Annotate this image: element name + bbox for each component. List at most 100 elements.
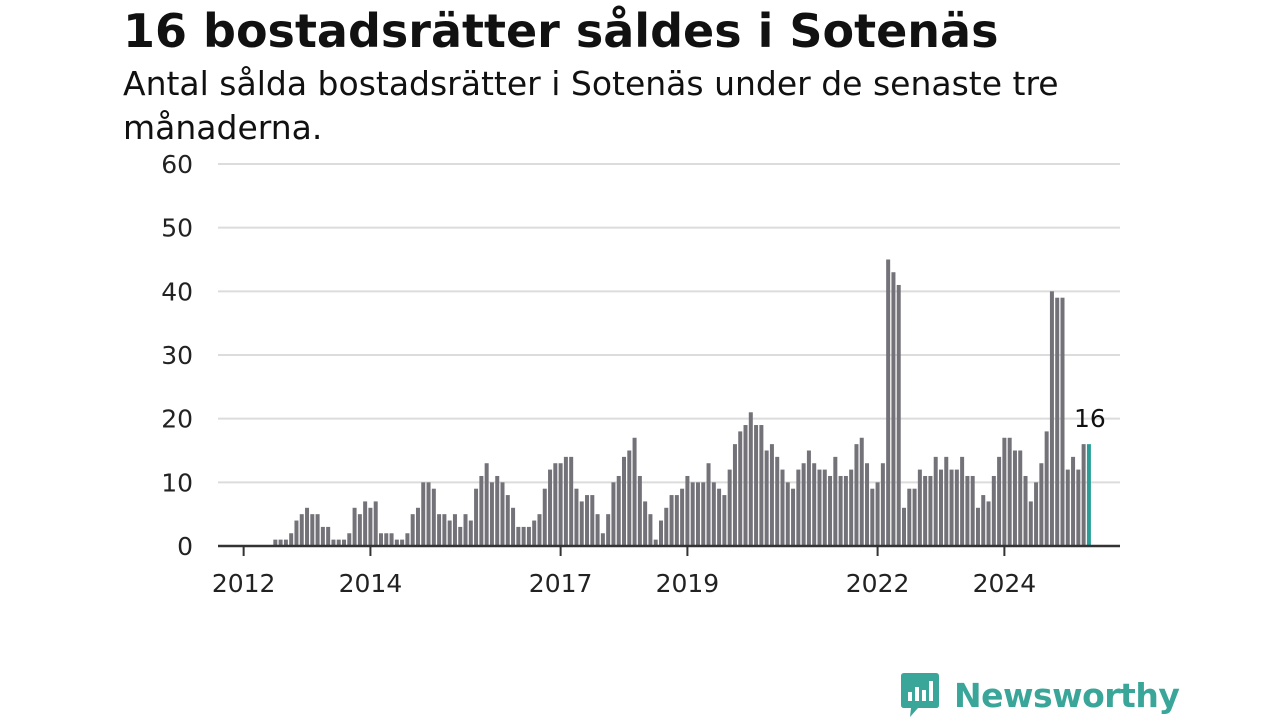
bar	[331, 539, 336, 546]
bar	[579, 501, 584, 546]
bar	[368, 507, 373, 546]
newsworthy-logo: Newsworthy	[900, 670, 1180, 720]
bar	[754, 425, 759, 546]
bar	[574, 488, 579, 546]
bar	[1044, 431, 1049, 546]
bar	[489, 482, 494, 546]
bar	[1060, 297, 1065, 546]
bar	[479, 475, 484, 546]
x-axis	[218, 544, 1120, 556]
bar	[415, 507, 420, 546]
bar	[812, 463, 817, 546]
gridlines	[218, 163, 1120, 484]
bar	[526, 526, 531, 546]
bar	[806, 450, 811, 546]
bar	[1071, 456, 1076, 546]
x-tick-label: 2012	[212, 569, 276, 598]
y-tick-label: 50	[161, 214, 193, 243]
bar	[320, 526, 325, 546]
x-tick-label: 2024	[973, 569, 1037, 598]
bar	[400, 539, 405, 546]
bar	[838, 475, 843, 546]
bar	[437, 514, 442, 546]
bar	[859, 437, 864, 546]
x-tick-label: 2019	[656, 569, 720, 598]
y-tick-label: 0	[177, 532, 193, 561]
bar	[627, 450, 632, 546]
bar	[305, 507, 310, 546]
bar	[965, 475, 970, 546]
bar	[516, 526, 521, 546]
y-tick-label: 60	[161, 150, 193, 179]
bar	[1028, 501, 1033, 546]
bar	[1049, 291, 1054, 546]
bar	[997, 456, 1002, 546]
bar	[880, 463, 885, 546]
bar	[970, 475, 975, 546]
y-tick-label: 20	[161, 405, 193, 434]
bar	[447, 520, 452, 546]
x-tick-label: 2014	[339, 569, 403, 598]
bar	[775, 456, 780, 546]
bar	[738, 431, 743, 546]
bar	[590, 495, 595, 546]
bar	[474, 488, 479, 546]
bar	[643, 501, 648, 546]
bar	[648, 514, 653, 546]
bar	[410, 514, 415, 546]
bar	[785, 482, 790, 546]
bar	[458, 526, 463, 546]
bar	[373, 501, 378, 546]
bar	[1055, 297, 1060, 546]
bar	[1076, 469, 1081, 546]
bar	[1034, 482, 1039, 546]
bar	[421, 482, 426, 546]
bar	[717, 488, 722, 546]
bar	[891, 272, 896, 546]
bar	[748, 412, 753, 546]
bar	[542, 488, 547, 546]
bar	[695, 482, 700, 546]
bar	[553, 463, 558, 546]
bar	[653, 539, 658, 546]
bar	[289, 533, 294, 546]
bar	[780, 469, 785, 546]
bar	[690, 482, 695, 546]
bar	[732, 444, 737, 546]
bar	[1039, 463, 1044, 546]
bar	[886, 259, 891, 546]
bar	[991, 475, 996, 546]
bar	[637, 475, 642, 546]
bar	[378, 533, 383, 546]
chart-subtitle: Antal sålda bostadsrätter i Sotenäs unde…	[123, 64, 1059, 147]
bar	[796, 469, 801, 546]
bar	[442, 514, 447, 546]
bar	[521, 526, 526, 546]
bar	[326, 526, 331, 546]
bar	[933, 456, 938, 546]
bar	[1012, 450, 1017, 546]
bar	[938, 469, 943, 546]
bar	[664, 507, 669, 546]
bar	[701, 482, 706, 546]
bar	[896, 284, 901, 546]
bars	[273, 259, 1091, 546]
bar	[711, 482, 716, 546]
bar	[548, 469, 553, 546]
bar	[558, 463, 563, 546]
bar	[468, 520, 473, 546]
bar	[563, 456, 568, 546]
bar	[1065, 469, 1070, 546]
bar	[928, 475, 933, 546]
bar	[870, 488, 875, 546]
bar	[669, 495, 674, 546]
bar	[907, 488, 912, 546]
y-tick-label: 30	[161, 341, 193, 370]
bar	[944, 456, 949, 546]
bar	[405, 533, 410, 546]
bar	[389, 533, 394, 546]
bar-highlight	[1086, 444, 1091, 546]
highlight-value-label: 16	[1074, 404, 1106, 433]
y-axis-labels: 0 10 20 30 40 50 60	[161, 150, 193, 561]
